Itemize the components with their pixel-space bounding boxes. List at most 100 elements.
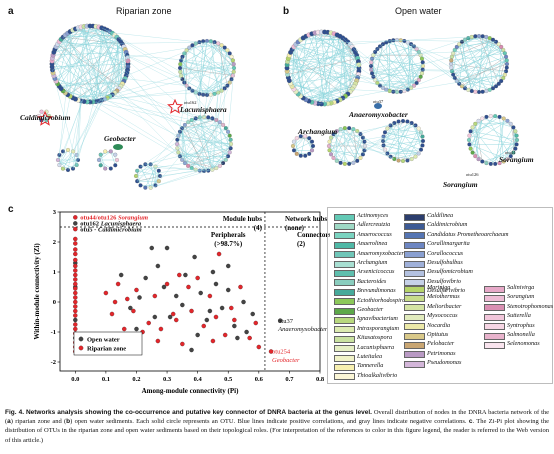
data-point: [73, 236, 78, 242]
network-edge: [314, 43, 384, 104]
network-edge: [358, 74, 376, 81]
y-tick-label: -2: [51, 359, 56, 366]
network-edge: [62, 36, 120, 89]
network-edge: [385, 42, 390, 91]
network-node: [298, 153, 303, 158]
genus-swatch: [334, 373, 355, 381]
data-point: [125, 296, 130, 302]
network-edge: [356, 80, 408, 90]
genus-swatch: [404, 251, 425, 259]
data-point: [155, 338, 161, 344]
data-point: [73, 215, 78, 220]
genus-swatch: [404, 360, 425, 368]
network-edge: [60, 39, 100, 102]
network-edge: [145, 181, 159, 188]
network-node: [514, 133, 519, 138]
network-edge: [478, 36, 483, 93]
network-node: [508, 154, 513, 159]
network-edge: [305, 86, 354, 100]
data-point: [73, 317, 78, 323]
network-node: [98, 163, 103, 168]
module-b6: [380, 118, 426, 164]
network-edge: [80, 26, 113, 95]
network-edge: [122, 83, 226, 161]
network-edge: [187, 121, 229, 157]
network-edge: [295, 44, 351, 92]
network-edge: [145, 164, 161, 177]
network-edge: [92, 63, 129, 103]
network-node: [370, 71, 375, 76]
module-b4-nodes: [291, 134, 316, 158]
network-node: [347, 126, 352, 131]
genus-label: Caldilinea: [427, 212, 454, 219]
network-edge: [333, 133, 350, 164]
network-node: [477, 89, 482, 94]
network-edge: [181, 128, 189, 166]
network-edge: [336, 127, 350, 132]
network-edge: [137, 170, 161, 177]
network-edge: [101, 27, 219, 93]
network-edge: [393, 76, 421, 92]
network-node: [459, 84, 464, 89]
network-node: [227, 133, 232, 138]
network-edge: [360, 122, 395, 135]
network-edge: [217, 43, 228, 86]
network-node: [502, 72, 507, 77]
network-edge: [67, 100, 82, 171]
network-node: [466, 87, 471, 92]
network-edge: [458, 44, 472, 92]
network-edge: [347, 41, 408, 90]
network-node: [420, 134, 425, 139]
network-node: [179, 58, 184, 63]
genus-label: Actinomyces: [357, 212, 389, 219]
inter-module-links-b1: [287, 34, 424, 104]
network-node: [501, 75, 506, 80]
network-node: [208, 39, 213, 44]
network-node: [416, 151, 421, 156]
network-edge: [203, 42, 215, 118]
network-node: [502, 51, 507, 56]
network-node: [227, 51, 232, 56]
genus-swatch: [334, 307, 355, 315]
network-edge: [293, 32, 316, 90]
network-node: [229, 77, 234, 82]
network-edge: [63, 90, 192, 121]
network-node: [494, 84, 499, 89]
network-edge: [503, 131, 516, 162]
network-node: [135, 168, 140, 173]
y-tick-label: -1: [51, 329, 56, 336]
data-point: [146, 320, 151, 326]
panel-c-label: c: [8, 204, 14, 215]
genus-swatch: [404, 222, 425, 230]
network-edge: [374, 44, 384, 81]
network-edge: [342, 67, 360, 99]
data-point: [118, 272, 124, 278]
network-edge: [411, 122, 423, 146]
network-edge: [333, 133, 395, 160]
network-edge: [62, 164, 77, 169]
genus-label: Pelobacter: [427, 340, 455, 348]
network-node: [387, 88, 392, 93]
label-anaeromyxobacter: Anaeromyxobacter: [348, 110, 408, 119]
genus-label: Brevundimonas: [357, 287, 396, 295]
genus-swatch: [404, 213, 425, 221]
network-node: [327, 139, 332, 144]
network-node: [186, 163, 191, 168]
network-node: [413, 123, 418, 128]
network-edge: [373, 49, 504, 56]
network-node: [515, 137, 520, 142]
network-edge: [95, 27, 102, 102]
network-edge: [402, 120, 416, 126]
network-edge: [293, 46, 424, 67]
network-edge: [155, 156, 181, 186]
network-edge: [178, 43, 196, 136]
genus-label: Intrasporangium: [357, 324, 399, 332]
network-node: [303, 134, 308, 139]
network-edge: [468, 139, 496, 165]
network-node: [488, 114, 493, 119]
network-edge: [92, 25, 127, 53]
module-b1: [284, 29, 362, 107]
data-point: [189, 347, 194, 353]
annotation-part: otu37: [278, 318, 294, 325]
legend-marker: [78, 336, 84, 342]
